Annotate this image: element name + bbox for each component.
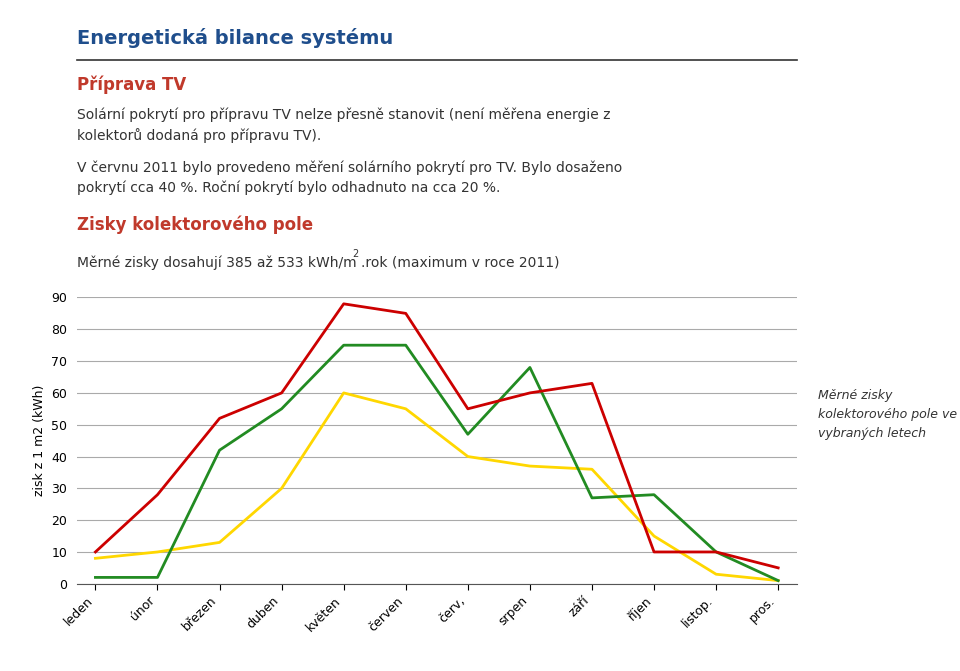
Text: .rok (maximum v roce 2011): .rok (maximum v roce 2011) [361,256,560,270]
Text: Zisky kolektorového pole: Zisky kolektorového pole [77,215,313,234]
Text: Solární pokrytí pro přípravu TV nelze přesně stanovit (není měřena energie z
kol: Solární pokrytí pro přípravu TV nelze př… [77,108,611,143]
Text: Měrné zisky dosahují 385 až 533 kWh/m: Měrné zisky dosahují 385 až 533 kWh/m [77,256,356,270]
Text: Měrné zisky
kolektorového pole ve
vybraných letech: Měrné zisky kolektorového pole ve vybran… [818,389,957,440]
Text: Příprava TV: Příprava TV [77,75,186,94]
Y-axis label: zisk z 1 m2 (kWh): zisk z 1 m2 (kWh) [33,385,45,497]
Text: 2: 2 [352,250,358,260]
Text: Energetická bilance systému: Energetická bilance systému [77,28,393,48]
Text: V červnu 2011 bylo provedeno měření solárního pokrytí pro TV. Bylo dosaženo
pokr: V červnu 2011 bylo provedeno měření solá… [77,160,622,195]
